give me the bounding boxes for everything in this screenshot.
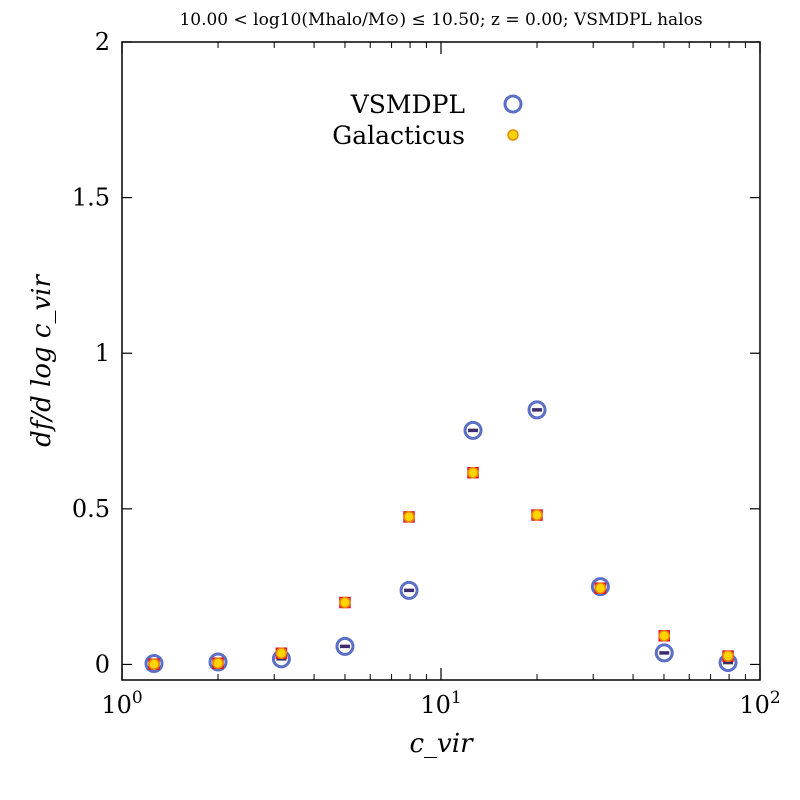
galacticus-point [212, 657, 224, 669]
y-tick-label: 2 [95, 28, 110, 56]
x-tick-base: 10 [739, 691, 770, 719]
x-tick-exponent: 2 [770, 688, 781, 708]
galacticus-point [275, 647, 288, 659]
vsmdpl-point [208, 652, 228, 672]
x-tick-base: 10 [420, 691, 451, 719]
galacticus-point [658, 630, 670, 642]
vsmdpl-point [399, 580, 419, 600]
galacticus-point [403, 511, 415, 523]
x-tick-base: 10 [101, 691, 132, 719]
legend-label-galacticus: Galacticus [332, 121, 465, 150]
galacticus-point [722, 650, 734, 662]
vsmdpl-point [654, 643, 674, 663]
vsmdpl-point [463, 420, 483, 440]
galacticus-point [339, 596, 351, 609]
chart-title: 10.00 < log10(Mhalo/M⊙) ≤ 10.50; z = 0.0… [179, 10, 702, 30]
galacticus-point [531, 509, 543, 521]
x-tick-label: 102 [739, 688, 780, 719]
galacticus-point [148, 658, 160, 670]
vsmdpl-point [144, 654, 164, 674]
x-tick-exponent: 0 [132, 688, 143, 708]
y-tick-label: 1 [95, 339, 110, 367]
galacticus-point [594, 582, 607, 594]
y-tick-label: 1.5 [72, 184, 110, 212]
y-axis-label: df/d log c_vir [27, 274, 57, 447]
vsmdpl-point [590, 577, 610, 597]
x-tick-exponent: 1 [451, 688, 462, 708]
y-tick-label: 0.5 [72, 495, 110, 523]
x-axis-label: c_vir [410, 729, 475, 759]
vsmdpl-point [527, 400, 547, 420]
legend-marker-vsmdpl [503, 94, 523, 114]
legend-marker-galacticus [507, 129, 519, 141]
x-tick-label: 101 [420, 688, 461, 719]
vsmdpl-point [335, 636, 355, 656]
y-tick-label: 0 [95, 650, 110, 678]
legend-label-vsmdpl: VSMDPL [350, 90, 465, 119]
x-tick-label: 100 [101, 688, 142, 719]
galacticus-point [467, 466, 479, 479]
